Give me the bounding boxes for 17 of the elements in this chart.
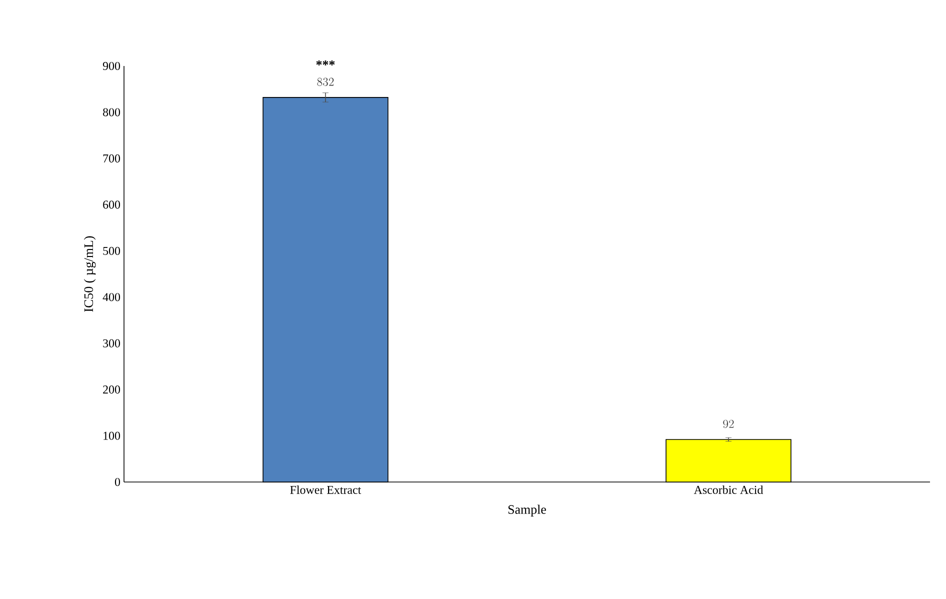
- y-tick-label: 900: [102, 62, 120, 70]
- y-tick-label: 200: [103, 386, 120, 394]
- data-label: 832: [317, 78, 334, 86]
- y-tick-label: 800: [103, 108, 120, 116]
- x-tick-label: Ascorbic Acid: [694, 486, 764, 494]
- y-tick-label: 600: [103, 200, 120, 209]
- data-label: 92: [723, 420, 734, 428]
- annotation: ***: [316, 60, 335, 66]
- y-tick-label: 400: [102, 293, 120, 302]
- y-tick-label: 500: [103, 246, 120, 255]
- y-tick-label: 100: [104, 432, 120, 440]
- y-axis-title: IC50 ( µg/mL): [84, 236, 96, 312]
- x-axis-title: Sample: [508, 504, 546, 516]
- y-tick-label: 0: [114, 478, 120, 486]
- y-tick-label: 300: [103, 339, 120, 348]
- x-tick-label: Flower Extract: [290, 486, 362, 494]
- y-tick-label: 700: [103, 154, 120, 162]
